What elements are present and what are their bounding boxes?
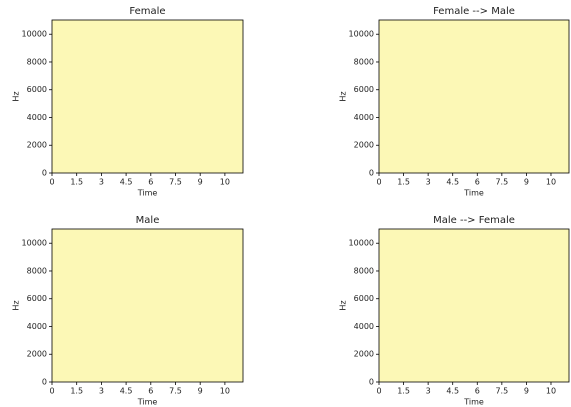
- x-tick-label: 1.5: [397, 178, 410, 187]
- x-tick-label: 3: [99, 387, 104, 396]
- x-axis-label: Time: [463, 189, 484, 198]
- y-tick-label: 4000: [27, 322, 47, 331]
- y-tick-label: 2000: [354, 141, 374, 150]
- x-tick-label: 9: [198, 387, 203, 396]
- x-tick-label: 0: [376, 387, 381, 396]
- chart-title: Male: [136, 215, 160, 226]
- x-tick-label: 6: [475, 387, 480, 396]
- y-axis-label: Hz: [12, 300, 21, 310]
- y-tick-label: 0: [42, 169, 47, 178]
- x-tick-label: 1.5: [70, 387, 83, 396]
- y-tick-label: 0: [42, 378, 47, 387]
- x-tick-label: 1.5: [70, 178, 83, 187]
- x-axis-label: Time: [137, 398, 158, 407]
- x-tick-label: 10: [546, 178, 556, 187]
- x-tick-label: 10: [220, 178, 230, 187]
- y-tick-label: 6000: [354, 294, 374, 303]
- spectrogram-image: [52, 229, 243, 382]
- x-tick-label: 9: [524, 178, 529, 187]
- x-axis-label: Time: [137, 189, 158, 198]
- x-tick-label: 0: [49, 387, 54, 396]
- y-tick-label: 6000: [354, 85, 374, 94]
- spectrogram-image: [52, 20, 243, 173]
- y-tick-label: 8000: [354, 266, 374, 275]
- x-tick-label: 4.5: [120, 387, 133, 396]
- x-tick-label: 9: [198, 178, 203, 187]
- x-tick-label: 10: [546, 387, 556, 396]
- y-tick-label: 10000: [349, 239, 374, 248]
- y-tick-label: 4000: [354, 322, 374, 331]
- x-tick-label: 6: [148, 178, 153, 187]
- x-tick-label: 9: [524, 387, 529, 396]
- y-tick-label: 2000: [27, 141, 47, 150]
- y-tick-label: 6000: [27, 85, 47, 94]
- x-tick-label: 1.5: [397, 387, 410, 396]
- chart-title: Male --> Female: [433, 215, 515, 226]
- x-tick-label: 3: [99, 178, 104, 187]
- y-tick-label: 10000: [22, 239, 47, 248]
- y-tick-label: 2000: [27, 350, 47, 359]
- y-axis-label: Hz: [339, 91, 348, 101]
- x-tick-label: 3: [426, 178, 431, 187]
- y-tick-label: 8000: [27, 266, 47, 275]
- x-tick-label: 7.5: [495, 178, 508, 187]
- y-tick-label: 10000: [22, 30, 47, 39]
- y-tick-label: 2000: [354, 350, 374, 359]
- x-axis-label: Time: [463, 398, 484, 407]
- x-tick-label: 4.5: [120, 178, 133, 187]
- x-tick-label: 10: [220, 387, 230, 396]
- x-tick-label: 6: [148, 387, 153, 396]
- x-tick-label: 0: [376, 178, 381, 187]
- x-tick-label: 7.5: [495, 387, 508, 396]
- y-tick-label: 4000: [354, 113, 374, 122]
- x-tick-label: 7.5: [169, 387, 182, 396]
- y-axis-label: Hz: [339, 300, 348, 310]
- x-tick-label: 0: [49, 178, 54, 187]
- plot-frame: [378, 19, 570, 174]
- y-tick-label: 6000: [27, 294, 47, 303]
- y-tick-label: 10000: [349, 30, 374, 39]
- chart-title: Female --> Male: [433, 6, 515, 17]
- plot-frame: [51, 19, 244, 174]
- y-tick-label: 0: [369, 378, 374, 387]
- plot-frame: [51, 228, 244, 383]
- x-tick-label: 3: [426, 387, 431, 396]
- plot-frame: [378, 228, 570, 383]
- spectrogram-image: [379, 229, 569, 382]
- y-axis-label: Hz: [12, 91, 21, 101]
- spectrogram-image: [379, 20, 569, 173]
- y-tick-label: 4000: [27, 113, 47, 122]
- x-tick-label: 7.5: [169, 178, 182, 187]
- y-tick-label: 0: [369, 169, 374, 178]
- x-tick-label: 4.5: [446, 387, 459, 396]
- chart-title: Female: [129, 6, 165, 17]
- x-tick-label: 6: [475, 178, 480, 187]
- x-tick-label: 4.5: [446, 178, 459, 187]
- y-tick-label: 8000: [354, 57, 374, 66]
- y-tick-label: 8000: [27, 57, 47, 66]
